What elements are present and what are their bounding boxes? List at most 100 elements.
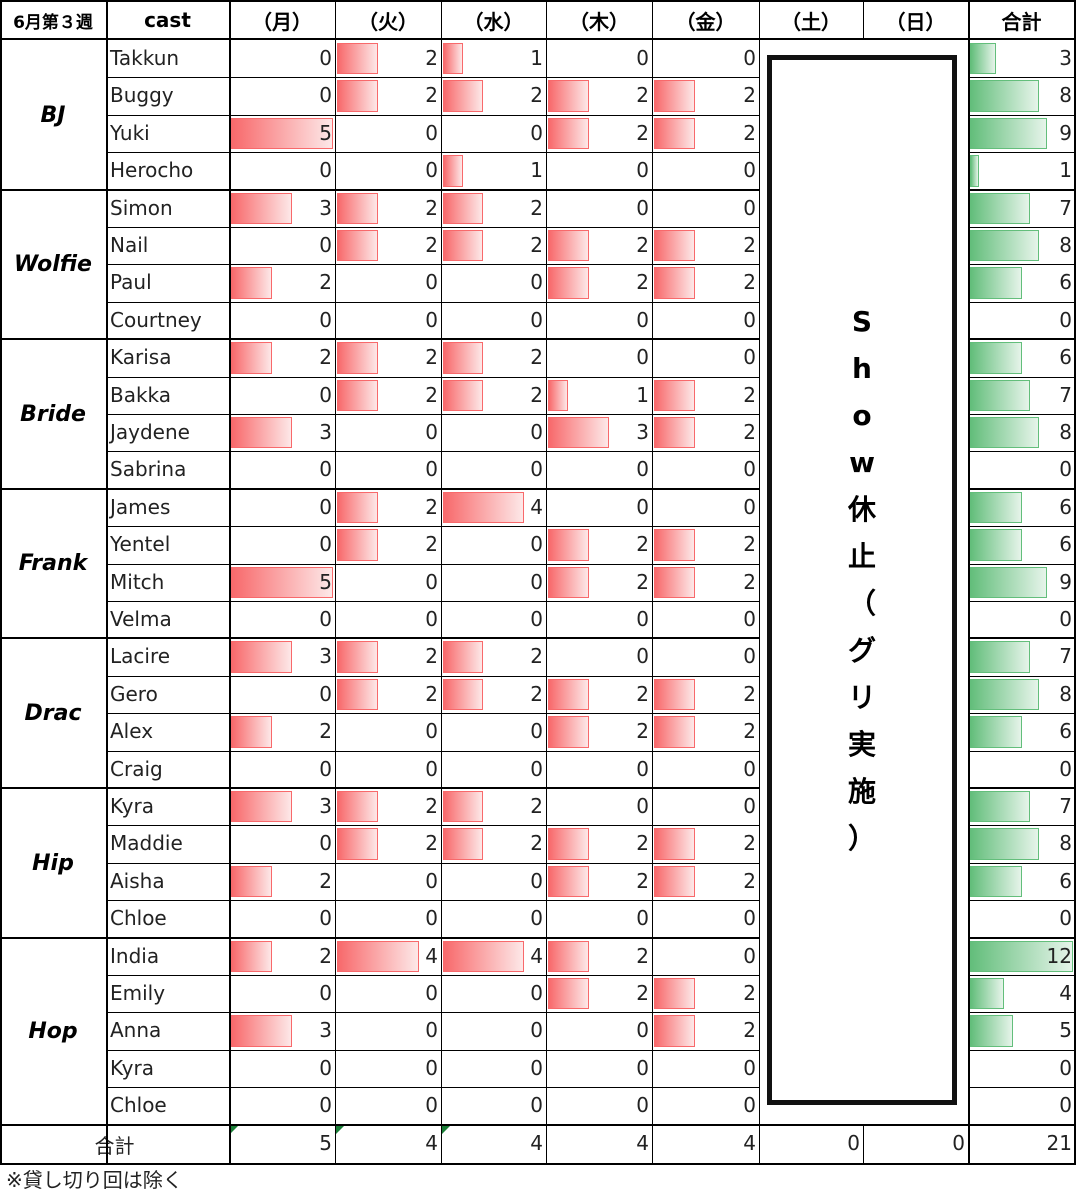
cast-name[interactable]: Bakka	[110, 383, 172, 407]
total-cell[interactable]: 4	[1059, 981, 1072, 1005]
total-cell[interactable]: 9	[1059, 570, 1072, 594]
grand-total-cell[interactable]: 4	[530, 1131, 543, 1155]
day-count-cell[interactable]: 2	[743, 570, 756, 594]
cast-name[interactable]: Buggy	[110, 83, 174, 107]
day-count-cell[interactable]: 0	[743, 158, 756, 182]
day-count-cell[interactable]: 0	[743, 308, 756, 332]
day-count-cell[interactable]: 2	[743, 383, 756, 407]
day-count-cell[interactable]: 2	[425, 345, 438, 369]
day-count-cell[interactable]: 0	[425, 607, 438, 631]
day-count-cell[interactable]: 0	[743, 457, 756, 481]
day-count-cell[interactable]: 0	[743, 906, 756, 930]
day-count-cell[interactable]: 0	[636, 1018, 649, 1042]
grand-total-cell[interactable]: 0	[847, 1131, 860, 1155]
cast-name[interactable]: Lacire	[110, 644, 171, 668]
day-count-cell[interactable]: 3	[319, 644, 332, 668]
day-count-cell[interactable]: 0	[530, 1093, 543, 1117]
total-header[interactable]: 合計	[1001, 9, 1042, 34]
day-count-cell[interactable]: 2	[530, 644, 543, 668]
day-count-cell[interactable]: 0	[530, 906, 543, 930]
day-count-cell[interactable]: 2	[636, 719, 649, 743]
grand-total-cell[interactable]: 4	[425, 1131, 438, 1155]
day-count-cell[interactable]: 0	[530, 420, 543, 444]
day-count-cell[interactable]: 0	[636, 345, 649, 369]
day-count-cell[interactable]: 2	[743, 682, 756, 706]
day-count-cell[interactable]: 2	[425, 495, 438, 519]
total-cell[interactable]: 6	[1059, 270, 1072, 294]
total-cell[interactable]: 12	[1046, 944, 1072, 968]
group-label[interactable]: Wolfie	[14, 252, 92, 277]
day-count-cell[interactable]: 0	[743, 1056, 756, 1080]
day-header[interactable]: （火）	[358, 9, 418, 34]
total-cell[interactable]: 9	[1059, 121, 1072, 145]
cast-name[interactable]: Simon	[110, 196, 173, 220]
day-count-cell[interactable]: 3	[319, 420, 332, 444]
group-label[interactable]: Frank	[18, 551, 88, 576]
day-count-cell[interactable]: 0	[425, 757, 438, 781]
day-count-cell[interactable]: 2	[743, 1018, 756, 1042]
day-count-cell[interactable]: 2	[425, 532, 438, 556]
day-count-cell[interactable]: 2	[530, 682, 543, 706]
day-count-cell[interactable]: 0	[743, 196, 756, 220]
total-cell[interactable]: 7	[1059, 383, 1072, 407]
day-count-cell[interactable]: 1	[636, 383, 649, 407]
group-label[interactable]: Hip	[32, 850, 74, 876]
day-count-cell[interactable]: 0	[743, 794, 756, 818]
day-count-cell[interactable]: 0	[319, 383, 332, 407]
day-count-cell[interactable]: 2	[319, 270, 332, 294]
group-label[interactable]: BJ	[40, 102, 66, 128]
day-count-cell[interactable]: 5	[319, 121, 332, 145]
day-count-cell[interactable]: 2	[425, 46, 438, 70]
day-count-cell[interactable]: 2	[425, 682, 438, 706]
day-count-cell[interactable]: 2	[530, 196, 543, 220]
total-cell[interactable]: 6	[1059, 495, 1072, 519]
day-count-cell[interactable]: 0	[425, 1018, 438, 1042]
cast-name[interactable]: Sabrina	[110, 457, 187, 481]
grand-total-cell[interactable]: 21	[1046, 1131, 1072, 1155]
day-count-cell[interactable]: 0	[425, 308, 438, 332]
day-count-cell[interactable]: 0	[743, 345, 756, 369]
day-count-cell[interactable]: 2	[743, 869, 756, 893]
day-count-cell[interactable]: 0	[530, 308, 543, 332]
day-count-cell[interactable]: 0	[530, 532, 543, 556]
cast-name[interactable]: Mitch	[110, 570, 165, 594]
total-cell[interactable]: 6	[1059, 532, 1072, 556]
cast-name[interactable]: Jaydene	[110, 420, 190, 444]
day-count-cell[interactable]: 0	[636, 794, 649, 818]
total-cell[interactable]: 1	[1059, 158, 1072, 182]
cast-name[interactable]: Kyra	[110, 1056, 154, 1080]
total-cell[interactable]: 0	[1059, 757, 1072, 781]
day-count-cell[interactable]: 0	[636, 308, 649, 332]
day-count-cell[interactable]: 2	[743, 270, 756, 294]
cast-name[interactable]: Maddie	[110, 831, 183, 855]
total-cell[interactable]: 7	[1059, 794, 1072, 818]
day-count-cell[interactable]: 0	[319, 757, 332, 781]
day-count-cell[interactable]: 2	[530, 831, 543, 855]
cast-name[interactable]: James	[110, 495, 171, 519]
day-count-cell[interactable]: 0	[319, 495, 332, 519]
day-count-cell[interactable]: 0	[319, 682, 332, 706]
day-count-cell[interactable]: 2	[636, 981, 649, 1005]
day-count-cell[interactable]: 3	[319, 794, 332, 818]
day-count-cell[interactable]: 2	[530, 83, 543, 107]
day-header[interactable]: （木）	[569, 9, 629, 34]
day-count-cell[interactable]: 0	[636, 607, 649, 631]
day-count-cell[interactable]: 0	[743, 644, 756, 668]
cast-name[interactable]: Nail	[110, 233, 149, 257]
cast-name[interactable]: Anna	[110, 1018, 162, 1042]
day-count-cell[interactable]: 0	[319, 457, 332, 481]
day-count-cell[interactable]: 0	[425, 420, 438, 444]
day-count-cell[interactable]: 0	[636, 158, 649, 182]
day-count-cell[interactable]: 2	[636, 121, 649, 145]
day-count-cell[interactable]: 2	[743, 719, 756, 743]
day-count-cell[interactable]: 0	[530, 1018, 543, 1042]
total-cell[interactable]: 8	[1059, 233, 1072, 257]
day-count-cell[interactable]: 2	[743, 121, 756, 145]
day-count-cell[interactable]: 1	[530, 158, 543, 182]
grand-total-cell[interactable]: 0	[952, 1131, 965, 1155]
day-count-cell[interactable]: 2	[530, 345, 543, 369]
day-count-cell[interactable]: 0	[319, 906, 332, 930]
total-cell[interactable]: 7	[1059, 644, 1072, 668]
total-cell[interactable]: 8	[1059, 420, 1072, 444]
total-cell[interactable]: 3	[1059, 46, 1072, 70]
